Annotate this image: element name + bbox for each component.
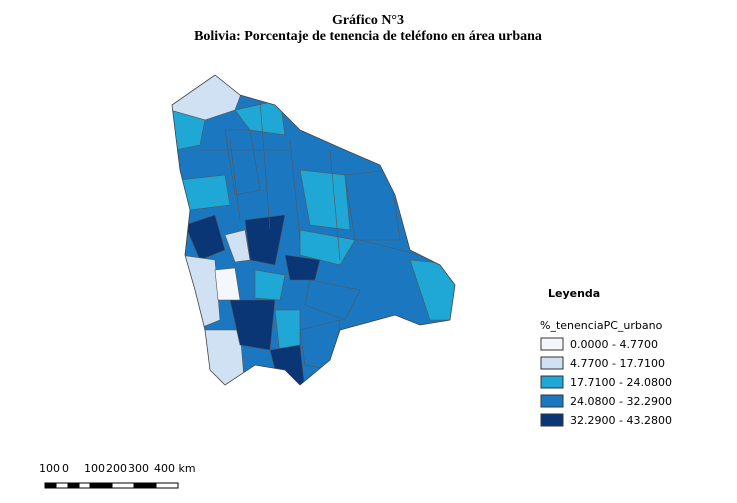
country-outline xyxy=(171,74,456,386)
scale-segment xyxy=(55,482,69,489)
legend-swatch xyxy=(540,337,564,351)
legend-label: 17.7100 - 24.0800 xyxy=(570,376,672,389)
scale-segment xyxy=(78,482,91,489)
subtitle: Bolivia: Porcentaje de tenencia de teléf… xyxy=(194,29,542,44)
map xyxy=(172,75,455,385)
scale-segment xyxy=(111,482,135,489)
legend-label: 24.0800 - 32.2900 xyxy=(570,395,672,408)
scale-bar: 100 0 100 200 300 400 km xyxy=(39,462,196,489)
scale-label: 400 km xyxy=(154,462,196,475)
scale-label: 100 xyxy=(84,462,105,475)
scale-label: 100 xyxy=(39,462,60,475)
scale-label: 300 xyxy=(128,462,149,475)
legend-swatch xyxy=(540,413,564,427)
scale-segment xyxy=(133,482,157,489)
legend-swatch xyxy=(540,356,564,370)
scale-segment xyxy=(89,482,113,489)
legend-swatch xyxy=(540,375,564,389)
legend-field: %_tenenciaPC_urbano xyxy=(540,319,663,332)
scale-segment xyxy=(155,482,179,489)
scale-segment xyxy=(67,482,80,489)
legend-label: 0.0000 - 4.7700 xyxy=(570,338,658,351)
legend-label: 4.7700 - 17.7100 xyxy=(570,357,665,370)
legend-heading: Leyenda xyxy=(548,287,600,300)
legend-label: 32.2900 - 43.2800 xyxy=(570,414,672,427)
title: Gráfico N°3 xyxy=(332,13,404,28)
legend-swatch xyxy=(540,394,564,408)
scale-segment xyxy=(44,482,57,489)
legend: Leyenda %_tenenciaPC_urbano 0.0000 - 4.7… xyxy=(540,287,672,427)
scale-label: 0 xyxy=(62,462,69,475)
scale-label: 200 xyxy=(106,462,127,475)
